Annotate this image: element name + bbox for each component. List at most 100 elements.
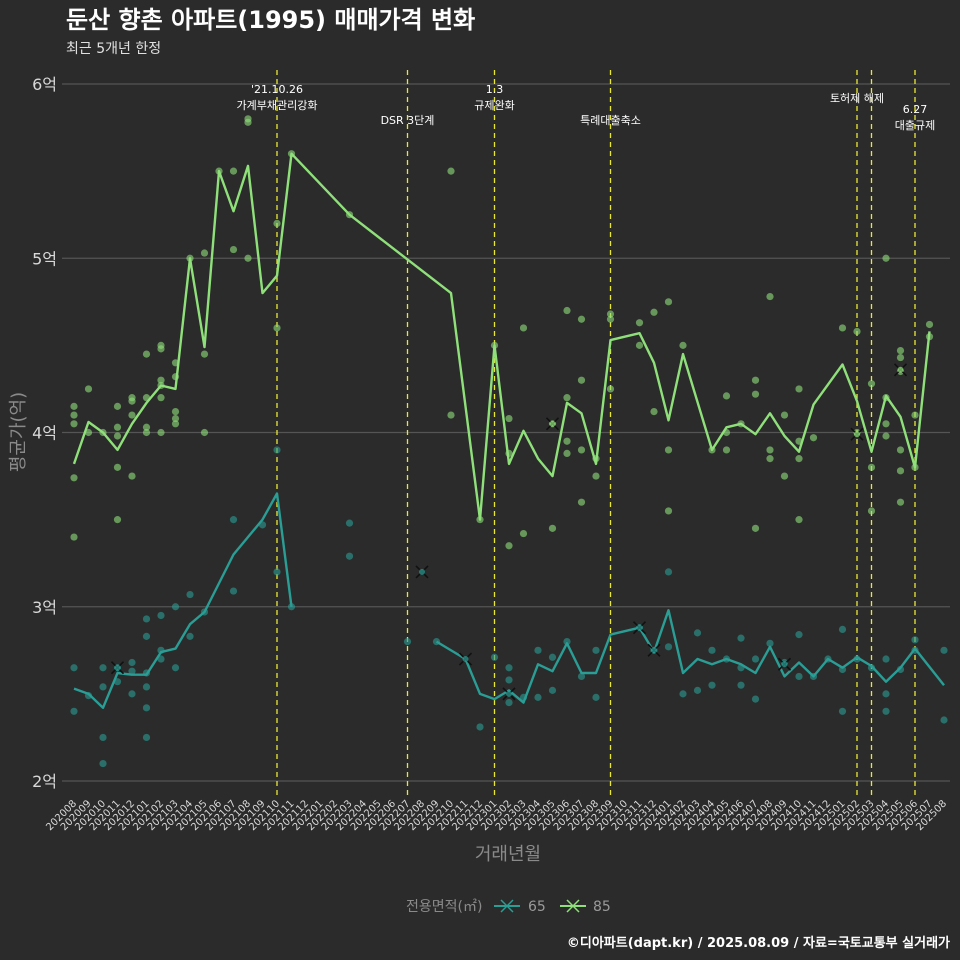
data-point-65 [273, 568, 281, 576]
y-tick-label: 3억 [32, 598, 57, 617]
data-point-65 [99, 664, 107, 672]
data-point-65 [679, 690, 687, 698]
data-point-65 [345, 519, 354, 527]
data-point-65 [142, 733, 151, 742]
data-point-65 [795, 672, 803, 681]
data-point-85 [519, 529, 528, 538]
data-point-85 [70, 420, 78, 428]
data-point-85 [853, 327, 861, 336]
data-point-85 [679, 341, 687, 349]
y-tick-label: 6억 [32, 75, 57, 94]
data-point-65 [940, 646, 948, 654]
data-point-65 [229, 516, 238, 524]
data-point-65 [505, 676, 513, 684]
data-point-65 [186, 632, 194, 640]
data-point-65 [70, 664, 78, 672]
data-point-85 [795, 516, 803, 524]
data-point-65 [99, 733, 107, 742]
data-point-85 [113, 432, 122, 440]
data-point-65 [476, 723, 484, 731]
legend: 전용면적(㎡) 65 85 [406, 899, 611, 915]
data-point-85 [867, 463, 876, 471]
data-point-85 [896, 467, 905, 475]
data-point-85 [157, 394, 165, 402]
event-label: 1.3 [486, 83, 504, 96]
data-point-85 [113, 402, 122, 410]
data-point-65 [751, 655, 760, 663]
data-point-85 [722, 392, 731, 400]
data-point-85 [896, 353, 905, 362]
data-point-85 [867, 380, 876, 388]
data-point-65 [896, 665, 905, 674]
data-point-85 [157, 428, 165, 437]
data-point-85 [244, 254, 252, 262]
data-point-65 [737, 681, 745, 689]
data-point-85 [606, 385, 615, 393]
data-point-85 [128, 397, 136, 405]
data-point-85 [577, 446, 586, 454]
data-point-65 [548, 653, 557, 661]
data-point-65 [142, 683, 151, 691]
cross-marker-dot-65 [651, 647, 657, 654]
data-point-65 [751, 695, 760, 703]
data-point-65 [186, 590, 194, 599]
data-point-85 [882, 420, 890, 428]
data-point-65 [345, 552, 354, 560]
data-point-85 [664, 446, 673, 454]
event-label: 토허제 해제 [830, 91, 884, 105]
data-point-65 [693, 686, 702, 694]
data-point-85 [635, 341, 644, 349]
legend-label-85: 85 [593, 899, 611, 915]
data-point-85 [244, 118, 252, 126]
data-point-85 [200, 350, 209, 358]
series-line-65 [73, 492, 293, 709]
data-point-85 [563, 449, 571, 458]
data-point-85 [157, 376, 165, 384]
legend-cross-icon [500, 899, 514, 913]
data-point-85 [809, 434, 818, 442]
cross-marker-dot-65 [114, 664, 121, 671]
data-point-65 [490, 653, 499, 661]
data-point-85 [113, 516, 122, 524]
data-point-85 [113, 423, 122, 431]
data-point-85 [635, 319, 644, 327]
data-point-85 [780, 472, 789, 480]
data-point-85 [795, 385, 803, 393]
cross-layer [110, 363, 908, 701]
data-point-85 [766, 292, 774, 301]
data-point-85 [722, 446, 731, 454]
data-point-65 [403, 638, 412, 646]
legend-item-85: 85 [560, 899, 611, 915]
data-point-85 [751, 390, 760, 398]
data-point-65 [505, 698, 513, 707]
event-label: 가계부채관리강화 [237, 99, 318, 112]
data-point-65 [548, 686, 557, 694]
data-point-65 [882, 690, 890, 698]
data-point-85 [157, 345, 165, 353]
data-point-65 [128, 658, 136, 667]
data-point-65 [592, 693, 600, 701]
data-point-65 [708, 681, 716, 689]
data-point-65 [708, 646, 716, 654]
data-point-65 [142, 632, 151, 640]
data-point-65 [838, 625, 847, 634]
data-point-85 [592, 472, 600, 480]
data-point-85 [142, 350, 151, 358]
point-layer [70, 115, 948, 768]
event-label: DSR 3단계 [381, 114, 435, 127]
data-point-85 [838, 324, 847, 332]
data-point-85 [606, 310, 615, 318]
data-point-65 [505, 664, 513, 672]
cross-marker-dot-65 [462, 656, 469, 663]
data-point-85 [882, 432, 890, 440]
data-point-65 [171, 664, 180, 672]
legend-cross-icon [566, 899, 580, 913]
cross-marker-dot-85 [549, 420, 556, 427]
data-point-65 [99, 759, 107, 768]
data-point-85 [70, 402, 78, 410]
data-point-85 [766, 446, 774, 454]
data-point-65 [157, 655, 165, 663]
